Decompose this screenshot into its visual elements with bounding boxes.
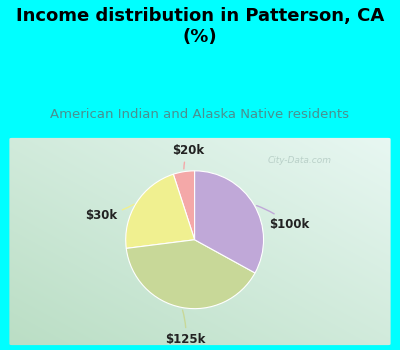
Text: American Indian and Alaska Native residents: American Indian and Alaska Native reside… bbox=[50, 108, 350, 121]
Text: $125k: $125k bbox=[166, 310, 206, 346]
Wedge shape bbox=[195, 171, 264, 273]
Text: Income distribution in Patterson, CA
(%): Income distribution in Patterson, CA (%) bbox=[16, 7, 384, 46]
Wedge shape bbox=[173, 171, 195, 240]
Text: $30k: $30k bbox=[85, 204, 134, 222]
Wedge shape bbox=[126, 240, 255, 309]
Wedge shape bbox=[126, 174, 195, 248]
Text: City-Data.com: City-Data.com bbox=[268, 156, 332, 165]
Text: $20k: $20k bbox=[172, 144, 204, 169]
Text: $100k: $100k bbox=[256, 205, 309, 231]
